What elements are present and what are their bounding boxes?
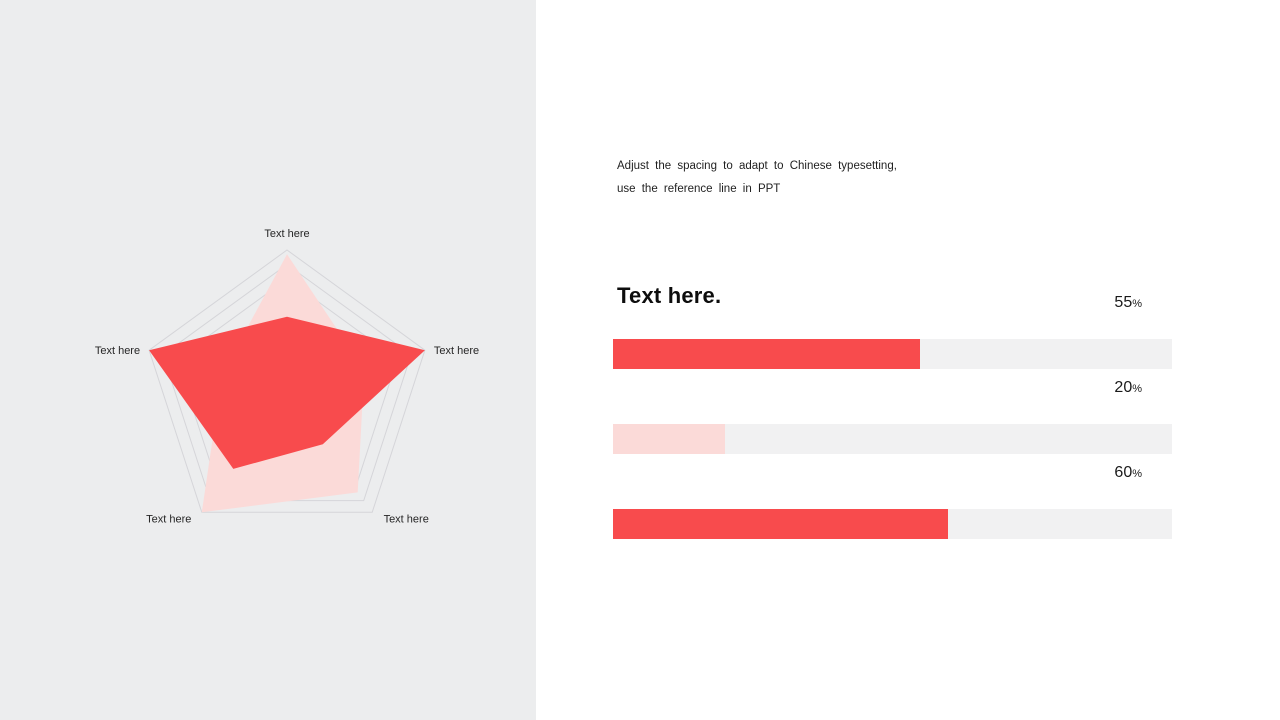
intro-text: Adjust the spacing to adapt to Chinese t…: [617, 155, 957, 201]
progress-fill: [613, 339, 920, 369]
percent-value: 60: [1114, 464, 1133, 481]
radar-axis-label: Text here: [384, 513, 429, 525]
progress-fill: [613, 509, 948, 539]
radar-series-dark-series: [149, 316, 425, 469]
radar-axis-label: Text here: [264, 228, 309, 240]
percent-sign: %: [1132, 383, 1142, 395]
intro-line-1: Adjust the spacing to adapt to Chinese t…: [617, 160, 897, 172]
radar-axis-label: Text here: [146, 513, 191, 525]
section-heading: Text here.: [617, 283, 722, 308]
percent-label: 60%: [942, 464, 1142, 482]
right-panel: Adjust the spacing to adapt to Chinese t…: [536, 0, 1280, 720]
radar-grid-ring: [148, 249, 426, 513]
progress-fill: [613, 424, 725, 454]
percent-label: 55%: [942, 294, 1142, 312]
percent-sign: %: [1132, 468, 1142, 480]
percent-sign: %: [1132, 298, 1142, 310]
radar-chart: Text here Text here Text here Text here Text…: [95, 228, 479, 525]
radar-axis-label: Text here: [95, 345, 140, 357]
left-panel: Text here Text here Text here Text here Text…: [0, 0, 536, 720]
progress-bars: 55% 20% 60%: [613, 0, 1172, 720]
radar-axis-label: Text here: [434, 345, 479, 357]
percent-value: 55: [1114, 294, 1133, 311]
percent-value: 20: [1114, 379, 1133, 396]
progress-track: [613, 424, 1172, 454]
progress-track: [613, 339, 1172, 369]
percent-label: 20%: [942, 379, 1142, 397]
intro-line-2: use the reference line in PPT: [617, 183, 781, 195]
progress-track: [613, 509, 1172, 539]
